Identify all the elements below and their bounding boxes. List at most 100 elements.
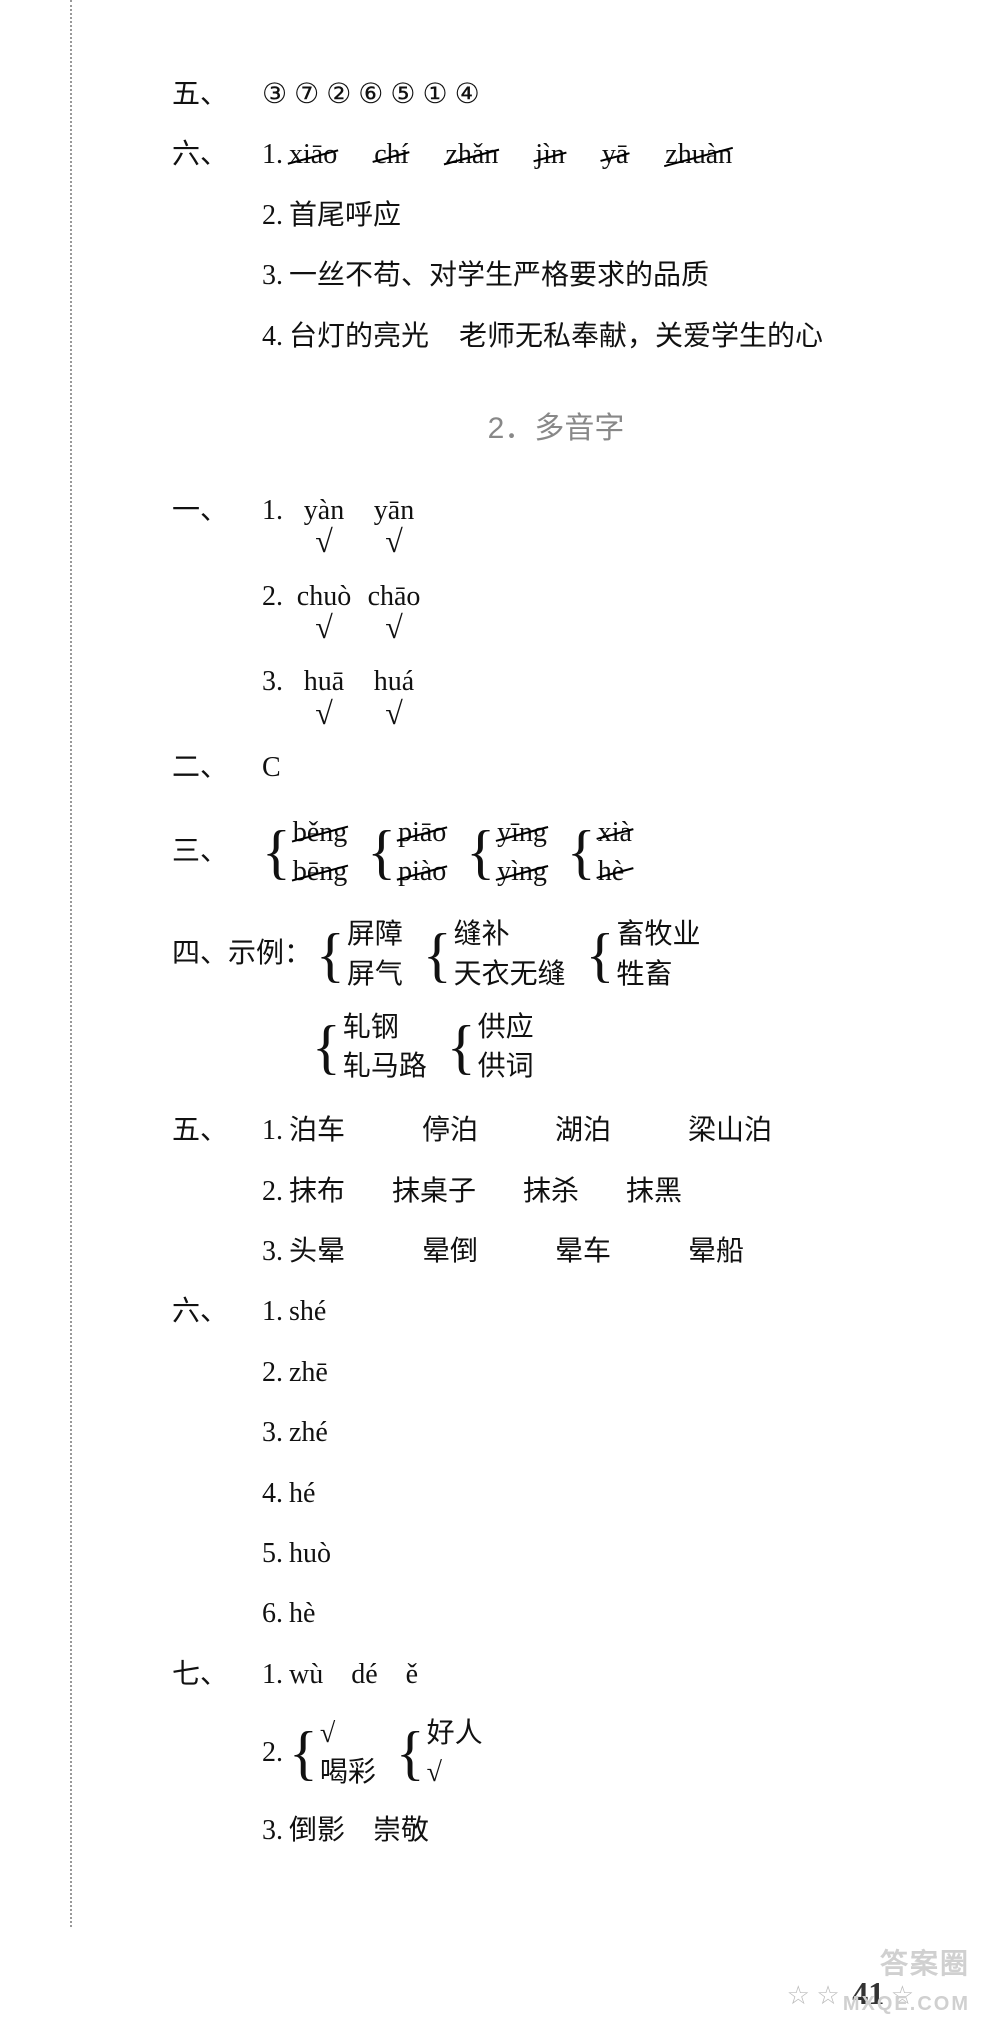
word: 牲畜: [616, 955, 700, 994]
s1-3: 3. huā √ huá √: [262, 657, 940, 723]
brace-group: { 屏障 屏气: [316, 915, 403, 993]
check-pair: huá √: [359, 657, 429, 723]
num: 3.: [262, 251, 283, 301]
cell: 停泊: [422, 1115, 478, 1146]
num: 2.: [262, 1167, 283, 1217]
cell: 晕倒: [422, 1236, 478, 1267]
label: 一、: [172, 486, 262, 536]
check-icon: √: [289, 618, 359, 637]
num: 1.: [262, 1650, 283, 1700]
sec6-top-2: 2. 首尾呼应: [262, 191, 940, 241]
label: 四、示例：: [172, 929, 312, 979]
watermark: 答案圈: [880, 1942, 970, 1982]
label: 六、: [172, 1287, 262, 1337]
s1-1: 一、 1. yàn √ yān √: [172, 486, 940, 552]
text-a: 台灯的亮光: [289, 312, 429, 362]
cells: 头晕 晕倒 晕车 晕船: [289, 1227, 814, 1277]
word: 屏气: [347, 955, 403, 994]
pinyin: huā: [304, 666, 344, 697]
pinyin: yān: [374, 495, 414, 526]
label: 三、: [172, 827, 262, 877]
pinyin: zhǎn: [445, 130, 498, 180]
s3: 三、 { běng bēng { piāo piào { yīng yìng {: [172, 813, 940, 891]
label: 七、: [172, 1650, 262, 1700]
label: 六、: [172, 130, 262, 180]
check-pair: yān √: [359, 486, 429, 552]
text: hé: [289, 1469, 315, 1519]
s7-2: 2. { √ 喝彩 { 好人 √: [262, 1714, 940, 1792]
s1-2: 2. chuò √ chāo √: [262, 572, 940, 638]
pinyin: hè: [598, 852, 632, 891]
word: 畜牧业: [616, 915, 700, 954]
cell: 头晕: [289, 1236, 345, 1267]
cell: 泊车: [289, 1115, 345, 1146]
brace-icon: {: [396, 1723, 425, 1783]
s7-1: 七、 1. wù dé ě: [172, 1650, 940, 1700]
pinyin: zhuàn: [665, 130, 732, 180]
word: √: [320, 1714, 376, 1753]
s5-1: 五、 1. 泊车 停泊 湖泊 梁山泊: [172, 1106, 940, 1156]
brace-group: { piāo piào: [367, 813, 446, 891]
pinyin: huá: [374, 666, 414, 697]
brace-group: { 缝补 天衣无缝: [423, 915, 566, 993]
check-icon: √: [289, 704, 359, 723]
text: shé: [289, 1287, 326, 1337]
s7-3: 3. 倒影 崇敬: [262, 1806, 940, 1856]
pinyin: běng: [293, 813, 347, 852]
word: 供词: [478, 1047, 534, 1086]
pinyin: chí: [374, 130, 408, 180]
text: huò: [289, 1529, 331, 1579]
page-content: 五、 ③ ⑦ ② ⑥ ⑤ ① ④ 六、 1. xiāo chí zhǎn jìn…: [70, 0, 1000, 1927]
num: 3.: [262, 1806, 283, 1856]
num: 3.: [262, 1227, 283, 1277]
pinyin: piào: [398, 852, 446, 891]
brace-icon: {: [423, 925, 452, 985]
brace-icon: {: [447, 1017, 476, 1077]
num: 2.: [262, 1348, 283, 1398]
text: wù dé ě: [289, 1650, 418, 1700]
num: 5.: [262, 1529, 283, 1579]
brace-icon: {: [466, 822, 495, 882]
num: 4.: [262, 312, 283, 362]
num: 2.: [262, 191, 283, 241]
brace-icon: {: [289, 1723, 318, 1783]
num: 1.: [262, 1287, 283, 1337]
brace-group: { yīng yìng: [466, 813, 547, 891]
pinyin: yā: [602, 130, 628, 180]
sec5-top: 五、 ③ ⑦ ② ⑥ ⑤ ① ④: [172, 70, 940, 120]
brace-group: { 供应 供词: [447, 1008, 534, 1086]
brace-group: { 畜牧业 牲畜: [586, 915, 701, 993]
label: 二、: [172, 743, 262, 793]
s6-6: 6. hè: [262, 1589, 940, 1639]
cell: 抹布: [289, 1176, 345, 1207]
s4-row1: 四、示例： { 屏障 屏气 { 缝补 天衣无缝 { 畜牧业 牲畜: [172, 915, 940, 993]
word: 屏障: [347, 915, 403, 954]
label: 五、: [172, 70, 262, 120]
sequence: ③ ⑦ ② ⑥ ⑤ ① ④: [262, 70, 480, 120]
s6-2: 2. zhē: [262, 1348, 940, 1398]
s5-2: 2. 抹布 抹桌子 抹杀 抹黑: [262, 1167, 940, 1217]
word: 好人: [427, 1714, 483, 1753]
cell: 晕车: [555, 1236, 611, 1267]
pinyin: xiāo: [289, 130, 337, 180]
check-pair: yàn √: [289, 486, 359, 552]
star-icon: ☆ ☆: [787, 1981, 840, 2010]
sec6-top-4: 4. 台灯的亮光 老师无私奉献，关爱学生的心: [262, 312, 940, 362]
text: zhé: [289, 1408, 328, 1458]
brace-group: { 轧钢 轧马路: [312, 1008, 427, 1086]
brace-group: { běng bēng: [262, 813, 347, 891]
text: C: [262, 743, 281, 793]
word: 喝彩: [320, 1753, 376, 1792]
section-title: 2．多音字: [172, 402, 940, 456]
brace-group: { √ 喝彩: [289, 1714, 376, 1792]
brace-icon: {: [262, 822, 291, 882]
label: 五、: [172, 1106, 262, 1156]
cells: 抹布 抹桌子 抹杀 抹黑: [289, 1167, 722, 1217]
num: 6.: [262, 1589, 283, 1639]
s6-1: 六、 1. shé: [172, 1287, 940, 1337]
num: 2.: [262, 572, 283, 622]
word: 轧钢: [343, 1008, 427, 1047]
cells: 泊车 停泊 湖泊 梁山泊: [289, 1106, 842, 1156]
check-pair: huā √: [289, 657, 359, 723]
pinyin: chāo: [368, 581, 421, 612]
